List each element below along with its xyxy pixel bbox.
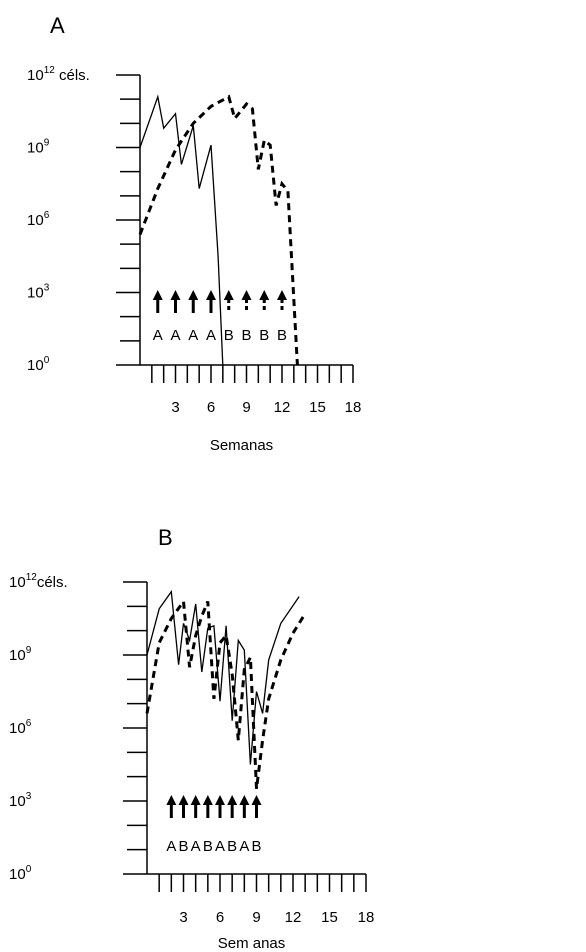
treatment-label: A bbox=[215, 838, 225, 855]
treatment-arrow bbox=[251, 795, 262, 818]
treatment-arrow bbox=[178, 795, 189, 818]
treatment-label: B bbox=[259, 327, 269, 344]
y-tick-label: 103 bbox=[27, 283, 50, 302]
treatment-arrow bbox=[277, 290, 287, 313]
x-tick-label: 12 bbox=[285, 909, 302, 926]
x-tick-label: 12 bbox=[274, 399, 291, 416]
y-tick-label: 106 bbox=[9, 718, 32, 737]
treatment-arrow bbox=[170, 290, 181, 313]
x-tick-label: 6 bbox=[216, 909, 224, 926]
treatment-label: A bbox=[239, 838, 249, 855]
series-line-dashed bbox=[138, 94, 299, 366]
x-tick-label: 18 bbox=[345, 399, 362, 416]
treatment-label: A bbox=[153, 327, 163, 344]
y-tick-label: 103 bbox=[9, 791, 32, 810]
chart-panel-b: B 1012céls. 109 106 103 100 3 6 9 12 15 18 Sem anas A… bbox=[9, 525, 374, 952]
x-tick-label: 15 bbox=[321, 909, 338, 926]
treatment-arrow bbox=[215, 795, 225, 818]
treatment-label: A bbox=[170, 327, 180, 344]
y-tick-label: 109 bbox=[9, 645, 32, 664]
treatment-label: B bbox=[277, 327, 287, 344]
y-tick-label: 1012céls. bbox=[9, 572, 68, 591]
treatment-label: B bbox=[251, 838, 261, 855]
treatment-label: A bbox=[188, 327, 198, 344]
treatment-arrow bbox=[223, 290, 234, 313]
x-tick-label: 9 bbox=[252, 909, 260, 926]
treatment-label: B bbox=[227, 838, 237, 855]
treatment-arrow bbox=[206, 290, 216, 313]
x-tick-label: 9 bbox=[242, 399, 250, 416]
panel-label: B bbox=[158, 525, 173, 550]
panel-label: A bbox=[50, 13, 65, 38]
x-axis-label: Semanas bbox=[210, 437, 273, 454]
treatment-arrow bbox=[202, 795, 213, 818]
chart-panel-a: A 1012 céls. 109 106 103 100 3 6 9 12 15 18 Semanas A… bbox=[27, 13, 361, 454]
treatment-arrow bbox=[241, 290, 252, 313]
x-axis-label: Sem anas bbox=[218, 935, 286, 952]
treatment-arrow bbox=[227, 795, 238, 818]
series-line-solid bbox=[139, 94, 224, 366]
treatment-arrow bbox=[166, 795, 177, 818]
treatment-arrow bbox=[152, 290, 163, 313]
y-tick-label: 1012 céls. bbox=[27, 65, 90, 84]
treatment-arrow bbox=[190, 795, 201, 818]
treatment-arrow bbox=[259, 290, 270, 313]
x-tick-label: 6 bbox=[207, 399, 215, 416]
treatment-arrow bbox=[239, 795, 250, 818]
y-tick-label: 106 bbox=[27, 210, 50, 229]
treatment-label: B bbox=[203, 838, 213, 855]
treatment-label: A bbox=[191, 838, 201, 855]
y-tick-label: 100 bbox=[9, 864, 32, 883]
x-tick-label: 3 bbox=[171, 399, 179, 416]
treatment-label: A bbox=[166, 838, 176, 855]
treatment-label: B bbox=[178, 838, 188, 855]
x-tick-label: 15 bbox=[309, 399, 326, 416]
series-line-solid bbox=[146, 589, 300, 765]
x-tick-label: 3 bbox=[179, 909, 187, 926]
x-tick-label: 18 bbox=[358, 909, 375, 926]
treatment-label: B bbox=[241, 327, 251, 344]
treatment-label: B bbox=[224, 327, 234, 344]
treatment-arrow bbox=[188, 290, 199, 313]
treatment-label: A bbox=[206, 327, 216, 344]
y-tick-label: 100 bbox=[27, 355, 50, 374]
y-tick-label: 109 bbox=[27, 138, 50, 157]
